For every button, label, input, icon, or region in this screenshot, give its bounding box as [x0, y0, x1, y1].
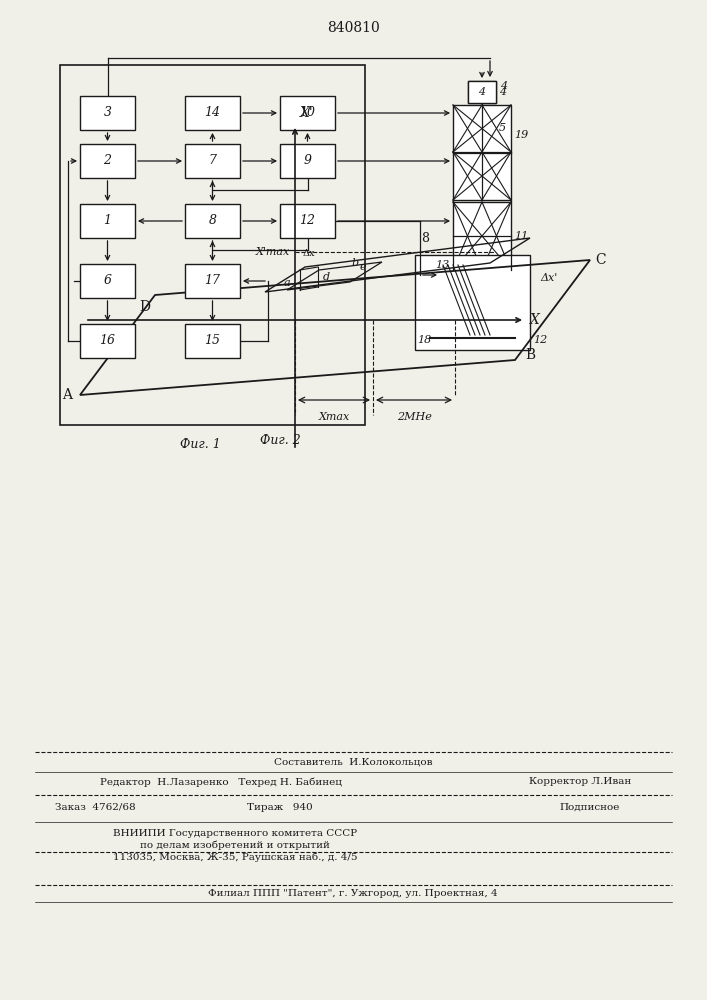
Text: ВНИИПИ Государственного комитета СССР: ВНИИПИ Государственного комитета СССР	[113, 830, 357, 838]
Text: Δx': Δx'	[540, 273, 557, 283]
Bar	[60, 65, 365, 425]
Bar	[80, 144, 135, 178]
Bar	[468, 81, 496, 103]
Text: 4: 4	[499, 87, 506, 97]
Text: 16: 16	[100, 334, 115, 348]
Bar	[185, 264, 240, 298]
Text: 18: 18	[417, 335, 431, 345]
Text: X'max: X'max	[256, 247, 290, 257]
Text: b: b	[352, 258, 359, 268]
Text: Подписное: Подписное	[560, 802, 620, 812]
Text: 12: 12	[300, 215, 315, 228]
Text: C: C	[595, 253, 606, 267]
Bar	[185, 204, 240, 238]
Text: Δx: Δx	[303, 249, 315, 258]
Text: X': X'	[300, 106, 314, 120]
Text: 2: 2	[103, 154, 112, 167]
Text: 19: 19	[514, 130, 528, 140]
Text: 113035, Москва, Ж-35, Раушская наб., д. 4/5: 113035, Москва, Ж-35, Раушская наб., д. …	[112, 852, 357, 862]
Text: 15: 15	[204, 334, 221, 348]
Text: 2MНе: 2MНе	[397, 412, 431, 422]
Text: e: e	[360, 262, 367, 272]
Text: 8: 8	[209, 215, 216, 228]
Text: Xmax: Xmax	[318, 412, 350, 422]
Text: 6: 6	[103, 274, 112, 288]
Text: по делам изобретений и открытий: по делам изобретений и открытий	[140, 840, 330, 850]
Text: Заказ  4762/68: Заказ 4762/68	[55, 802, 136, 812]
Text: Составитель  И.Колокольцов: Составитель И.Колокольцов	[274, 758, 432, 766]
Text: 9: 9	[303, 154, 312, 167]
Text: 7: 7	[209, 154, 216, 167]
Bar	[80, 204, 135, 238]
Text: 3: 3	[103, 106, 112, 119]
Text: 5: 5	[499, 123, 506, 133]
Text: Тираж   940: Тираж 940	[247, 802, 313, 812]
Text: Редактор  Н.Лазаренко   Техред Н. Бабинец: Редактор Н.Лазаренко Техред Н. Бабинец	[100, 777, 342, 787]
Text: 1: 1	[103, 215, 112, 228]
Bar	[453, 202, 511, 270]
Bar	[415, 255, 530, 350]
Text: Филиал ППП "Патент", г. Ужгород, ул. Проектная, 4: Филиал ППП "Патент", г. Ужгород, ул. Про…	[208, 888, 498, 898]
Text: Фиг. 1: Фиг. 1	[180, 438, 221, 452]
Bar	[80, 96, 135, 130]
Text: 11: 11	[514, 231, 528, 241]
Text: X: X	[530, 313, 540, 327]
Text: 10: 10	[300, 106, 315, 119]
Text: 12: 12	[533, 335, 547, 345]
Text: 14: 14	[204, 106, 221, 119]
Text: 17: 17	[204, 274, 221, 288]
Bar	[280, 96, 335, 130]
Text: Корректор Л.Иван: Корректор Л.Иван	[529, 778, 631, 786]
Bar	[468, 81, 496, 103]
Bar	[185, 324, 240, 358]
Bar	[280, 144, 335, 178]
Text: D: D	[139, 300, 150, 314]
Text: Фиг. 2: Фиг. 2	[259, 434, 300, 446]
Bar	[280, 204, 335, 238]
Text: A: A	[62, 388, 72, 402]
Text: 4: 4	[500, 81, 507, 91]
Text: a: a	[284, 278, 290, 288]
Bar	[185, 96, 240, 130]
Text: d: d	[323, 272, 330, 282]
Text: 8: 8	[421, 232, 429, 245]
Bar	[80, 324, 135, 358]
Text: 840810: 840810	[327, 21, 380, 35]
Text: B: B	[525, 348, 535, 362]
Bar	[185, 144, 240, 178]
Text: 4: 4	[479, 87, 486, 97]
Bar	[80, 264, 135, 298]
Text: 13: 13	[435, 260, 449, 270]
Bar	[453, 105, 511, 200]
